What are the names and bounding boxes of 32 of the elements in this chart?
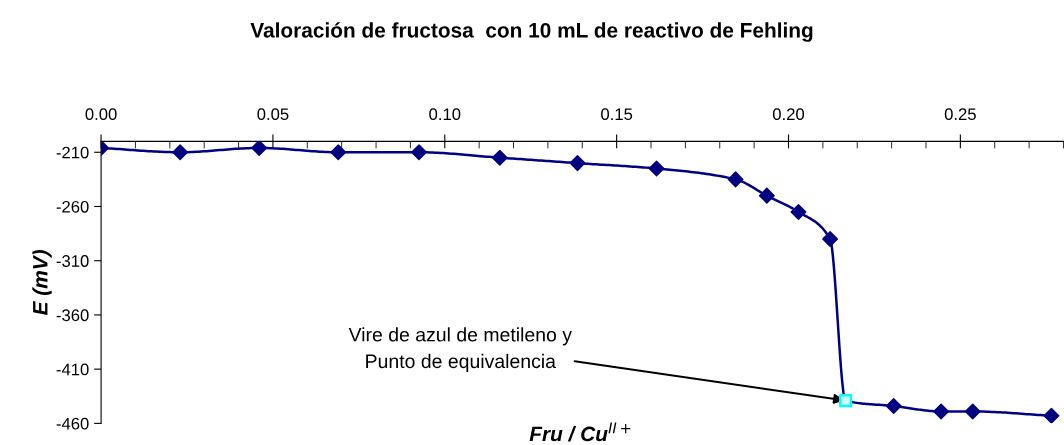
y-tick-label: -310 [56,255,89,267]
point [727,171,744,188]
point [758,187,775,204]
point [491,149,508,166]
y-tick-label: -260 [56,200,89,213]
point [251,141,268,156]
point [569,155,586,172]
point [822,231,839,247]
x-tick-label: 0.25 [944,108,976,121]
point [411,144,427,161]
point [790,203,807,220]
y-tick-label: -360 [56,309,89,322]
x-tick-label: 0.15 [601,108,633,121]
x-tick-label: 0.20 [772,108,805,121]
y-axis-title: E (mV) [32,250,52,316]
x-axis-title: Fru / Cu$^{II+}$ [529,422,631,442]
point [838,393,853,408]
point [330,144,347,161]
chart-title: Valoración de fructosa con 10 mL de reactivo de Fehling [250,22,813,42]
y-tick-label: -210 [56,146,89,159]
point [964,403,981,420]
x-tick-label: 0.10 [429,108,461,121]
annotation: Vire de azul de metileno y Punto de equivalencia [348,327,572,372]
point [172,144,189,161]
point [1043,407,1060,424]
point [648,160,665,177]
x-tick-label: 0.05 [257,108,289,121]
point [885,398,902,415]
y-tick-label: -410 [56,363,89,376]
x-tick-label: 0.00 [85,108,117,121]
point [933,403,950,420]
y-tick-label: -460 [56,417,89,430]
